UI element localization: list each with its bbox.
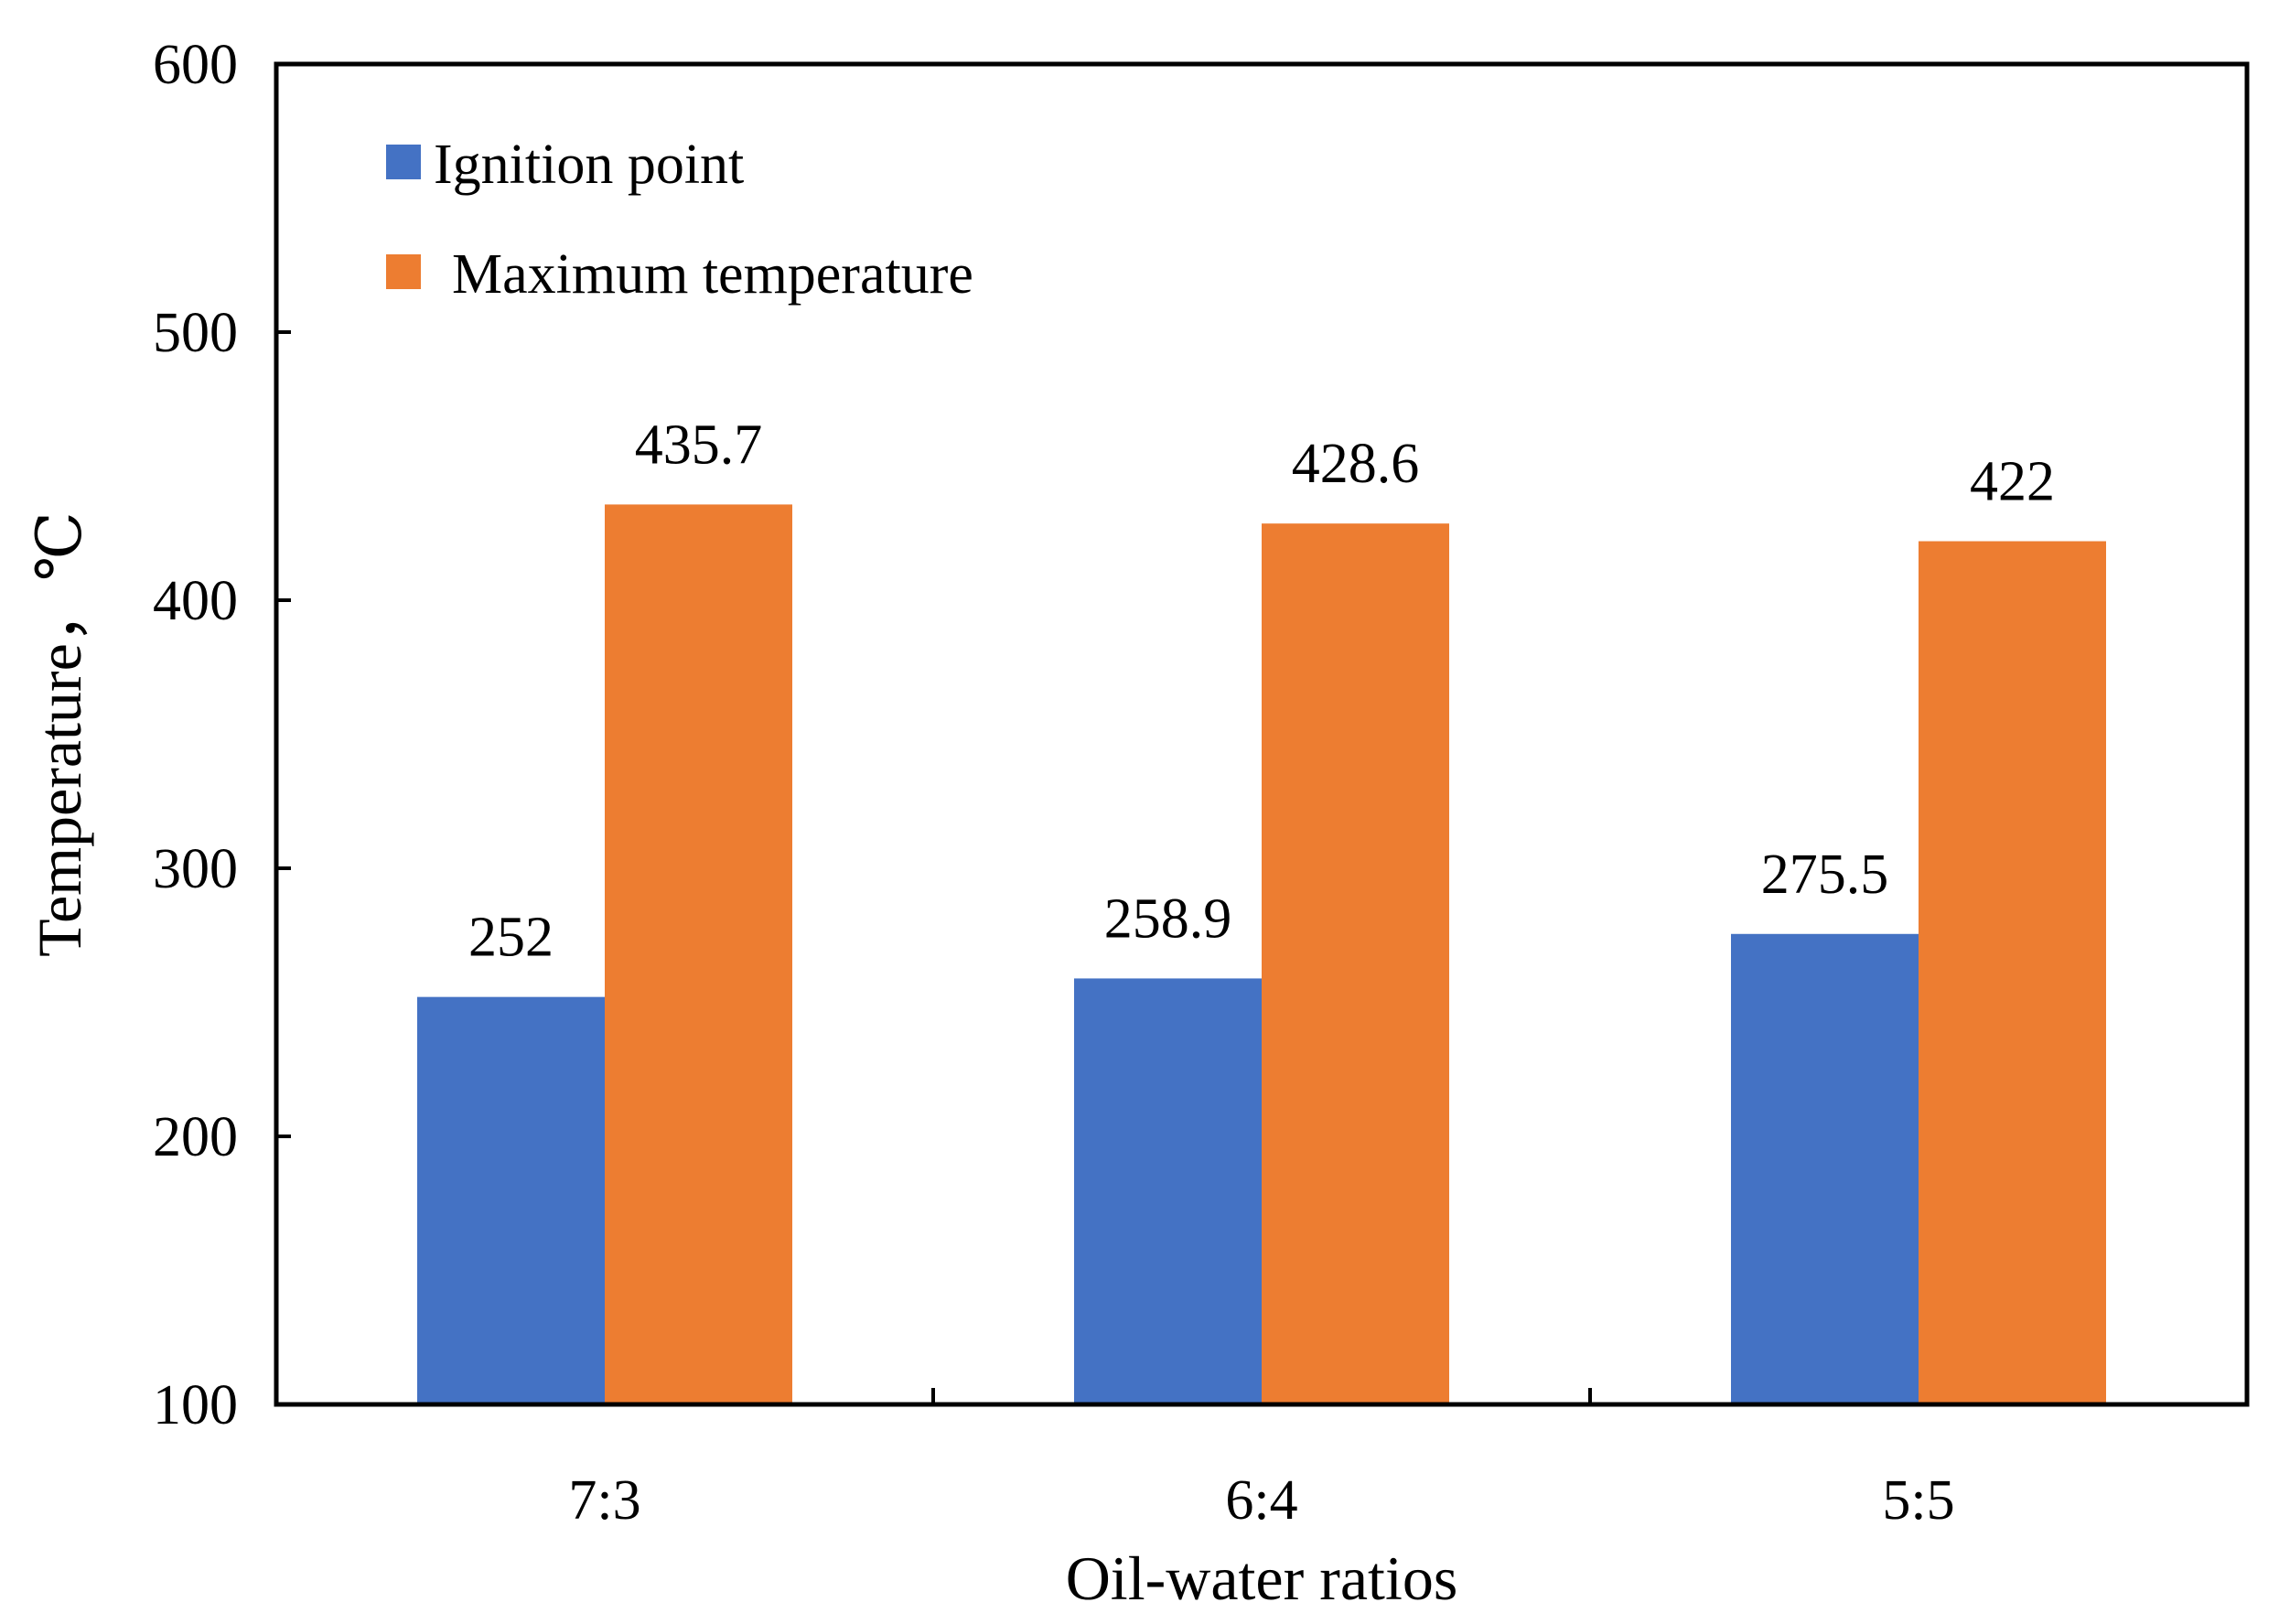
data-label-maximum-temperature-3: 422 [1970,451,2055,513]
y-axis-title: Temperature，℃ [25,511,94,957]
y-tick-label: 300 [153,838,238,900]
y-tick-label: 600 [153,34,238,96]
bar-ignition-point-1 [417,996,605,1404]
data-label-ignition-point-1: 252 [468,907,554,969]
y-tick-label: 100 [153,1374,238,1436]
x-axis-ticks: 7:3 6:4 5:5 [568,1388,1955,1532]
legend-label-maximum-temperature: Maximum temperature [452,243,973,306]
y-tick-label: 400 [153,570,238,632]
data-label-maximum-temperature-1: 435.7 [635,414,763,476]
legend-swatch-maximum-temperature [386,254,421,289]
y-tick-label: 200 [153,1106,238,1168]
data-label-maximum-temperature-2: 428.6 [1292,433,1420,495]
bar-ignition-point-3 [1731,933,1919,1404]
x-axis-title: Oil-water ratios [1066,1543,1458,1613]
data-label-ignition-point-3: 275.5 [1761,844,1889,906]
data-label-ignition-point-2: 258.9 [1104,887,1232,950]
bar-maximum-temperature-1 [605,504,792,1404]
x-tick-label: 7:3 [568,1469,640,1532]
bar-maximum-temperature-2 [1262,523,1449,1404]
plot-frame [274,61,2250,1407]
bars-layer [417,504,2106,1404]
legend-swatch-ignition-point [386,145,421,179]
y-axis-ticks: 100 200 300 400 500 600 [153,34,291,1436]
x-tick-label: 6:4 [1225,1469,1297,1532]
legend-label-ignition-point: Ignition point [434,134,744,196]
x-tick-label: 5:5 [1882,1469,1954,1532]
bar-ignition-point-2 [1074,978,1262,1404]
bar-maximum-temperature-3 [1919,541,2106,1404]
data-labels-layer: 252 258.9 275.5 435.7 428.6 422 [468,414,2055,968]
legend: Ignition point Maximum temperature [386,134,973,306]
y-tick-label: 500 [153,302,238,364]
